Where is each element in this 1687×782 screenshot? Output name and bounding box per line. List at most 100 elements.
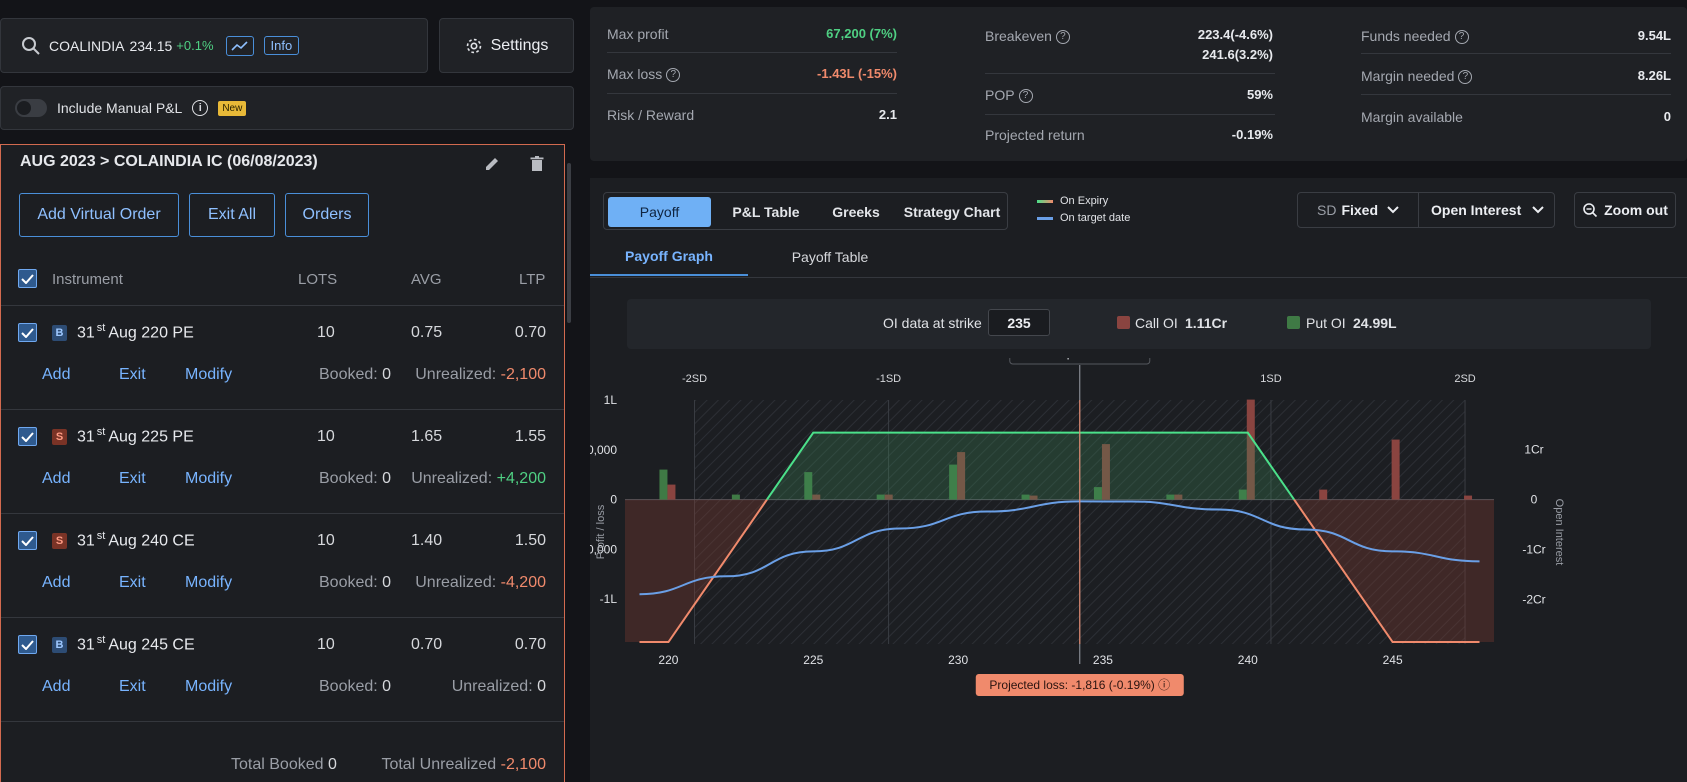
exit-all-button[interactable]: Exit All [189,193,275,237]
info-button[interactable]: Info [263,36,300,55]
risk-reward-value: 2.1 [878,107,897,122]
modify-link[interactable]: Modify [185,678,233,695]
exit-link[interactable]: Exit [119,366,146,383]
modify-link[interactable]: Modify [185,366,233,383]
put-oi-value: 24.99L [1353,315,1397,331]
edit-icon[interactable] [483,155,501,173]
help-icon[interactable]: ? [1454,30,1469,45]
margin-needed-label: Margin needed? [1361,68,1473,85]
position-checkbox[interactable] [18,635,37,654]
settings-button[interactable]: Settings [439,18,574,73]
position-checkbox[interactable] [18,427,37,446]
manual-pl-toggle[interactable] [15,99,47,117]
side-badge: S [52,533,67,549]
call-oi-label: Call OI [1135,315,1178,331]
put-oi-bar [804,472,813,500]
position-checkbox[interactable] [18,323,37,342]
chart-icon-button[interactable] [225,35,254,56]
position-checkbox[interactable] [18,531,37,550]
subtab-payoff-graph[interactable]: Payoff Graph [590,238,748,276]
trend-chart-icon [230,40,248,51]
orders-button[interactable]: Orders [285,193,369,237]
oi-strike-input[interactable]: 235 [988,309,1050,336]
help-icon[interactable]: ? [666,68,681,83]
x-tick-label: 230 [948,653,968,667]
expiry-line [639,499,768,644]
x-tick-label: 245 [1383,653,1403,667]
booked-value: Booked: 0 [319,678,392,695]
call-oi-bar [1246,399,1255,500]
help-icon[interactable]: ? [1018,89,1033,104]
tab-greeks[interactable]: Greeks [832,204,880,220]
new-badge: New [218,100,247,116]
margin-available-value: 0 [1663,109,1671,124]
pop-value: 59% [1246,87,1273,102]
delete-icon[interactable] [529,155,545,173]
info-icon[interactable]: i [192,100,209,116]
y-tick-label: 50,000 [590,443,617,457]
zoom-out-button[interactable]: Zoom out [1574,192,1676,228]
unrealized-value: Unrealized: +4,200 [411,470,546,487]
search-box[interactable]: COALINDIA 234.15 +0.1% Info [0,18,428,73]
lots-value: 10 [317,324,335,341]
tab-strategy-chart[interactable]: Strategy Chart [903,204,1001,220]
gear-icon [466,38,481,53]
profit-area [766,432,1295,500]
add-link[interactable]: Add [42,366,71,383]
y-tick-label: 1L [604,393,618,407]
booked-value: Booked: 0 [319,366,392,383]
exit-link[interactable]: Exit [119,574,146,591]
strategy-title: AUG 2023 > COLAINDIA IC (06/08/2023) [20,153,318,170]
target-date-line [639,500,1480,596]
put-oi-bar [1093,487,1102,500]
avg-value: 1.40 [411,532,443,549]
max-loss-value: -1.43L (-15%) [817,66,897,81]
call-oi-bar [1029,495,1038,500]
side-badge: B [52,325,67,341]
y-axis-title: Profit / loss [595,504,607,559]
call-oi-bar [1101,444,1110,500]
subtab-payoff-table[interactable]: Payoff Table [791,249,869,265]
modify-link[interactable]: Modify [185,470,233,487]
exit-link[interactable]: Exit [119,678,146,695]
ltp-value: 0.70 [514,636,546,653]
tab-pl-table[interactable]: P&L Table [732,204,800,220]
add-link[interactable]: Add [42,470,71,487]
total-booked: Total Booked 0 [231,756,337,773]
add-link[interactable]: Add [42,678,71,695]
avg-value: 0.70 [411,636,443,653]
breakeven-label: Breakeven? [985,28,1070,45]
open-interest-dropdown[interactable]: Open Interest [1418,192,1555,228]
total-unrealized: Total Unrealized -2,100 [381,756,546,773]
side-badge: B [52,637,67,653]
y-right-tick-label: -2Cr [1522,593,1545,607]
select-all-checkbox[interactable] [18,269,37,288]
y-right-tick-label: 0 [1531,493,1538,507]
funds-needed-value: 9.54L [1637,28,1671,43]
payoff-chart[interactable]: -2SD -1SD 1SD 2SD 220 225 230 235 240 245 1L 50,000… [590,358,1687,782]
add-link[interactable]: Add [42,574,71,591]
exit-link[interactable]: Exit [119,470,146,487]
sd-dropdown[interactable]: SD Fixed [1297,192,1419,228]
add-virtual-order-button[interactable]: Add Virtual Order [19,193,179,237]
tab-payoff[interactable]: Payoff [608,197,711,227]
put-oi-bar [1166,494,1175,500]
put-oi-bar [876,494,885,500]
call-oi-bar [667,484,676,500]
legend-target: On target date [1037,212,1130,224]
legend-expiry: On Expiry [1037,195,1108,207]
scrollbar[interactable] [567,163,571,323]
loss-area-right [1294,499,1494,643]
help-icon[interactable]: ? [1458,70,1473,85]
help-icon[interactable]: ? [1055,30,1070,45]
current-price-box [1009,358,1151,365]
modify-link[interactable]: Modify [185,574,233,591]
y-right-axis-title: Open Interest [1553,499,1565,566]
